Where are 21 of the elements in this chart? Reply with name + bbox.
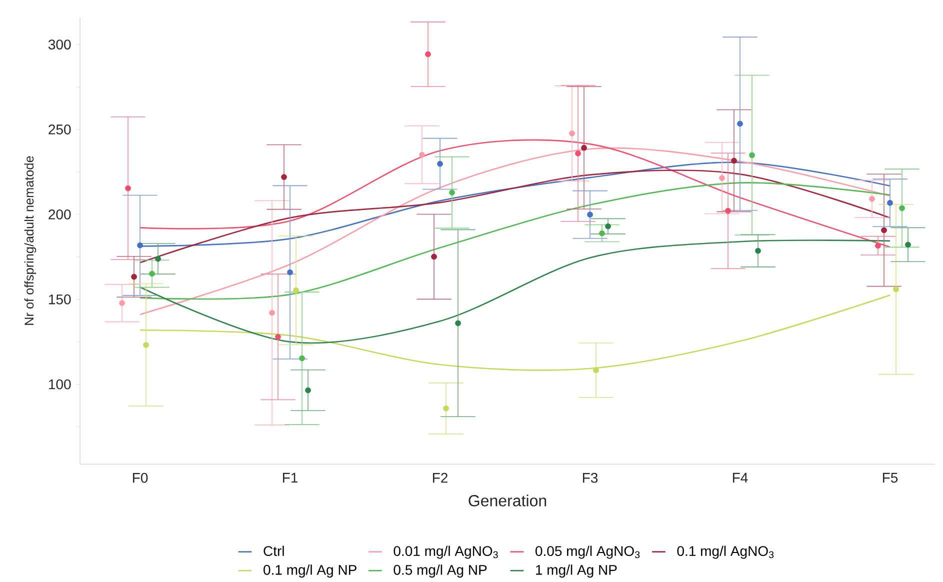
x-tick-label: F5	[882, 472, 898, 483]
y-tick-label: 250	[48, 124, 71, 134]
legend-label: 1 mg/l Ag NP	[536, 564, 617, 578]
line-series	[139, 147, 891, 316]
x-tick-label: F0	[133, 472, 148, 483]
legend-label: 0.05 mg/l AgNO$_{3}$	[536, 546, 640, 559]
legend-label: 0.01 mg/l AgNO$_{3}$	[394, 546, 498, 559]
legend-label: 0.1 mg/l AgNO$_{3}$	[677, 546, 774, 559]
y-axis-title: Nr of offspring/adult nematode	[24, 156, 36, 325]
y-tick-label: 300	[48, 40, 71, 50]
x-tick-label: F4	[732, 472, 748, 482]
y-tick-label: 150	[49, 294, 71, 304]
x-axis-title: Generation	[468, 494, 546, 506]
x-tick-label: F3	[582, 472, 598, 483]
y-tick-label: 100	[49, 379, 71, 390]
x-tick-label: F1	[283, 472, 298, 482]
legend-label: 0.5 mg/l Ag NP	[394, 564, 487, 578]
legend-label: 0.1 mg/l Ag NP	[264, 564, 356, 578]
legend-label: Ctrl	[264, 546, 284, 556]
y-tick-label: 200	[48, 209, 71, 220]
x-tick-label: F2	[432, 472, 448, 483]
